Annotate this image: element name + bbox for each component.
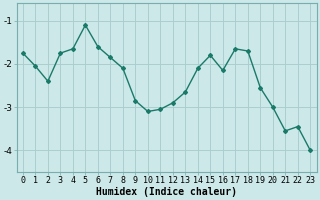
X-axis label: Humidex (Indice chaleur): Humidex (Indice chaleur) [96, 186, 237, 197]
